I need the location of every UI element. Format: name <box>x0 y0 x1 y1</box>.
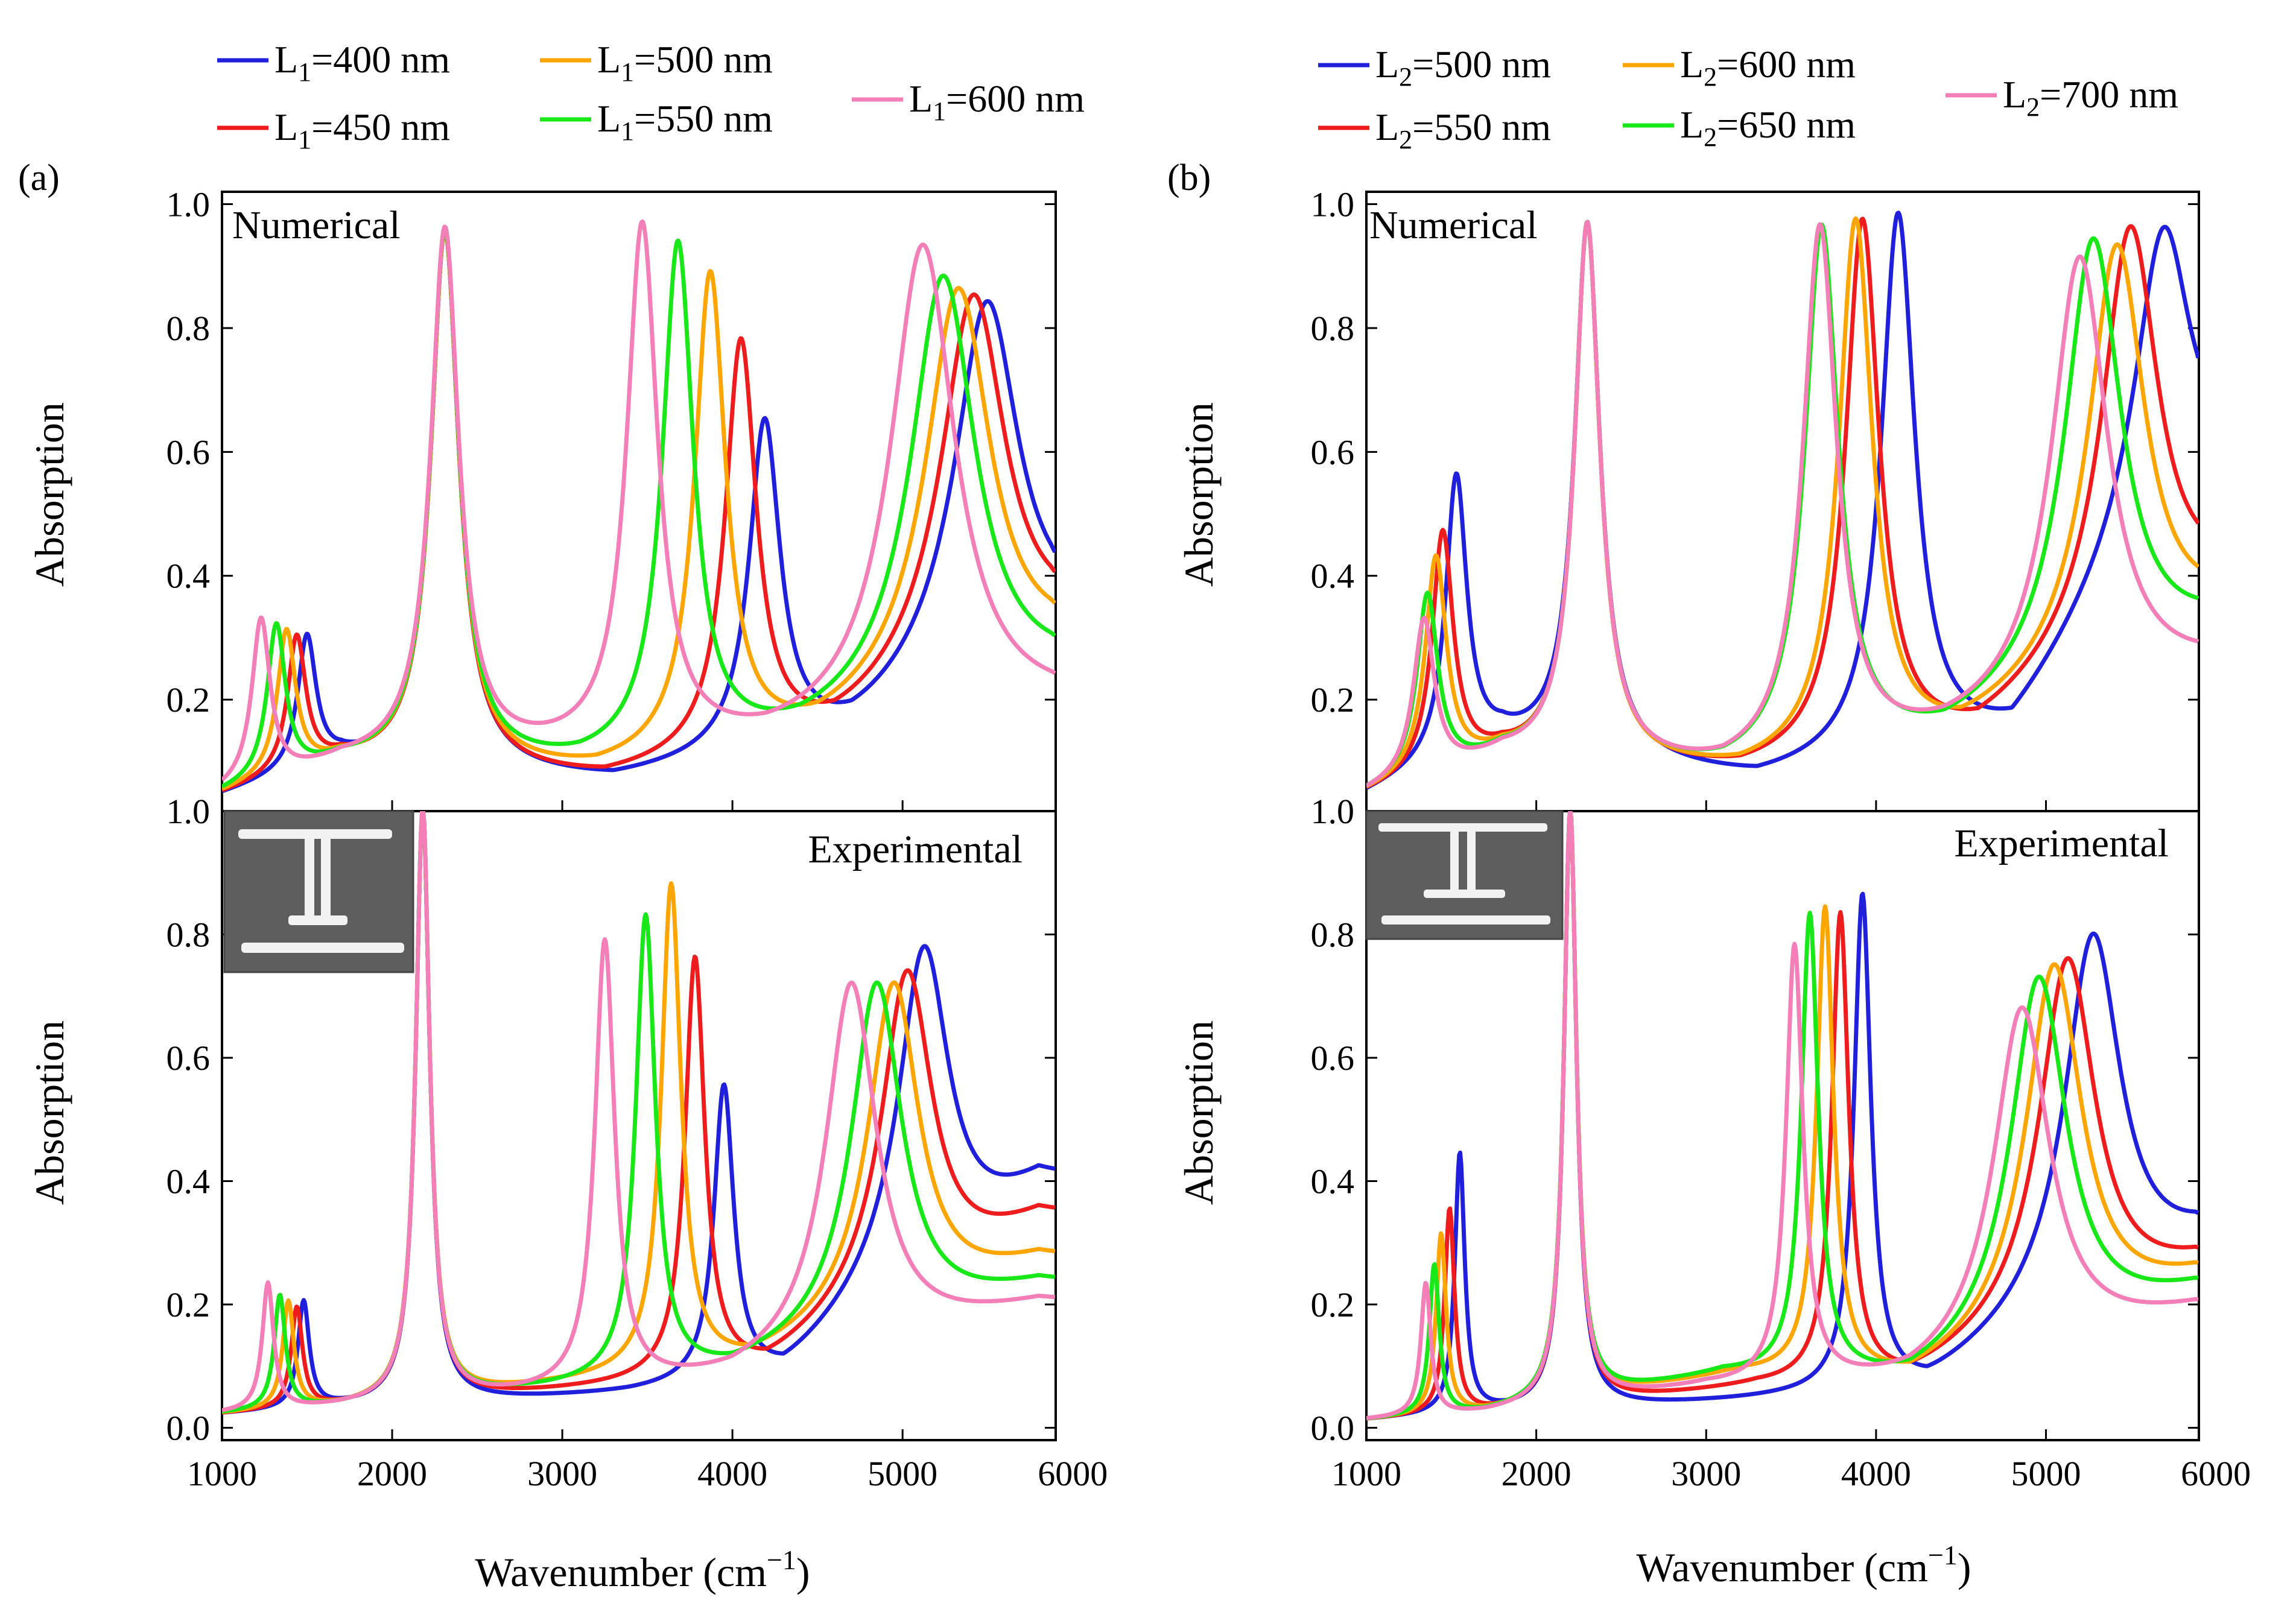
ylabel-b-experimental: Absorption <box>1176 1020 1222 1205</box>
panel-title-b-num: Numerical <box>1369 203 1538 247</box>
ytick-label-a-exp: 1.0 <box>166 792 211 831</box>
ytick-label-a-exp: 0.2 <box>166 1285 211 1324</box>
legend-label-a-1: L1=450 nm <box>274 106 450 154</box>
series-line-a-exp-l1-600-nm <box>222 811 1056 1412</box>
ytick-label-a-exp: 0.0 <box>166 1409 211 1448</box>
ylabel-a-numerical: Absorption <box>27 402 72 587</box>
xtick-label-b-exp: 5000 <box>2011 1454 2081 1493</box>
xlabel-b: Wavenumber (cm−1) <box>1636 1540 1971 1590</box>
ytick-label-a-num: 0.4 <box>166 557 211 596</box>
ytick-label-a-num: 0.2 <box>166 680 211 719</box>
legend-label-a-4: L1=600 nm <box>909 77 1085 126</box>
ytick-label-a-num: 0.8 <box>166 309 211 348</box>
ytick-label-b-num: 0.6 <box>1311 432 1355 472</box>
xlabel-a-close: ) <box>796 1549 810 1595</box>
xlabel-b-text: Wavenumber (cm <box>1636 1544 1928 1590</box>
xtick-label-a-exp: 5000 <box>867 1454 937 1493</box>
ytick-label-a-exp: 0.6 <box>166 1038 211 1078</box>
series-line-b-num-l2-500-nm <box>1366 210 2199 790</box>
ytick-label-b-num: 0.4 <box>1311 557 1355 596</box>
plot-frame-b-exp <box>1365 810 2200 1441</box>
ytick-label-b-num: 1.0 <box>1311 185 1355 224</box>
xlabel-b-sup: −1 <box>1928 1540 1958 1570</box>
legend-label-b-1: L2=550 nm <box>1375 106 1551 154</box>
xtick-label-a-exp: 4000 <box>697 1454 767 1493</box>
ytick-label-a-num: 1.0 <box>166 185 211 224</box>
xtick-label-b-exp: 1000 <box>1331 1454 1401 1493</box>
ytick-label-b-num: 0.2 <box>1311 680 1355 719</box>
xtick-label-b-exp: 2000 <box>1502 1454 1571 1493</box>
series-line-b-exp-l2-700-nm <box>1366 811 2199 1420</box>
xlabel-a-text: Wavenumber (cm <box>475 1549 767 1595</box>
xlabel-a-sup: −1 <box>767 1544 796 1575</box>
plot-b-experimental: 0.0 0.2 0.4 0.6 0.8 1.0 1000 2000 3000 4000 5000 60… <box>1311 792 2251 1493</box>
legend-label-a-3: L1=550 nm <box>597 97 773 146</box>
legend-a: L1=400 nm L1=450 nm L1=500 nm L1=550 nm L1=6… <box>217 38 1085 154</box>
series-line-b-num-l2-700-nm <box>1366 220 2199 788</box>
legend-label-b-2: L2=600 nm <box>1680 43 1856 92</box>
series-line-b-num-l2-600-nm <box>1366 216 2199 788</box>
panel-title-a-num: Numerical <box>232 203 401 247</box>
ytick-label-b-exp: 0.0 <box>1311 1409 1355 1448</box>
series-line-b-num-l2-650-nm <box>1366 220 2199 788</box>
panel-title-b-exp: Experimental <box>1954 821 2169 865</box>
ylabel-b-numerical: Absorption <box>1176 402 1222 587</box>
ytick-label-a-num: 0.6 <box>166 432 211 472</box>
xtick-label-b-exp: 3000 <box>1671 1454 1741 1493</box>
ytick-label-b-exp: 0.6 <box>1311 1038 1355 1078</box>
legend-label-b-3: L2=650 nm <box>1680 103 1856 152</box>
plot-b-numerical: 0.2 0.4 0.6 0.8 1.0 Numerical <box>1311 185 2200 812</box>
ytick-label-a-exp: 0.8 <box>166 915 211 955</box>
ytick-label-b-num: 0.8 <box>1311 309 1355 348</box>
series-line-b-num-l2-550-nm <box>1366 217 2199 789</box>
xtick-label-a-exp: 3000 <box>527 1454 597 1493</box>
xlabel-b-close: ) <box>1958 1544 1971 1590</box>
legend-label-b-4: L2=700 nm <box>2003 73 2178 122</box>
xtick-label-a-exp: 1000 <box>187 1454 257 1493</box>
panel-letter-b: (b) <box>1167 157 1211 198</box>
ytick-label-b-exp: 0.4 <box>1311 1162 1355 1201</box>
panel-letter-a: (a) <box>18 157 60 198</box>
ylabel-a-experimental: Absorption <box>27 1020 72 1205</box>
plot-a-numerical: 0.2 0.4 0.6 0.8 1.0 Numerical <box>166 185 1057 812</box>
xtick-label-b-exp: 4000 <box>1841 1454 1911 1493</box>
legend-b: L2=500 nm L2=550 nm L2=600 nm L2=650 nm L2=7… <box>1318 43 2178 154</box>
sem-inset-a <box>223 810 414 973</box>
legend-label-a-2: L1=500 nm <box>597 38 773 87</box>
xlabel-a: Wavenumber (cm−1) <box>475 1544 810 1595</box>
ytick-label-b-exp: 0.2 <box>1311 1285 1355 1324</box>
series-line-a-num-l1-600-nm <box>222 219 1056 782</box>
plot-a-experimental: 0.0 0.2 0.4 0.6 0.8 1.0 1000 2000 3000 4000 5000 60… <box>166 792 1108 1493</box>
xtick-label-a-exp: 6000 <box>1038 1454 1108 1493</box>
ytick-label-b-exp: 0.8 <box>1311 915 1355 955</box>
plot-frame-a-num <box>221 191 1057 812</box>
xtick-label-b-exp: 6000 <box>2181 1454 2251 1493</box>
ytick-label-a-exp: 0.4 <box>166 1162 211 1201</box>
sem-inset-b <box>1365 810 1564 940</box>
xtick-label-a-exp: 2000 <box>357 1454 427 1493</box>
plot-frame-b-num <box>1365 191 2200 812</box>
legend-label-a-0: L1=400 nm <box>274 38 450 87</box>
plot-frame-a-exp <box>221 810 1057 1441</box>
ytick-label-b-exp: 1.0 <box>1311 792 1355 831</box>
panel-title-a-exp: Experimental <box>808 827 1023 871</box>
legend-label-b-0: L2=500 nm <box>1375 43 1551 92</box>
